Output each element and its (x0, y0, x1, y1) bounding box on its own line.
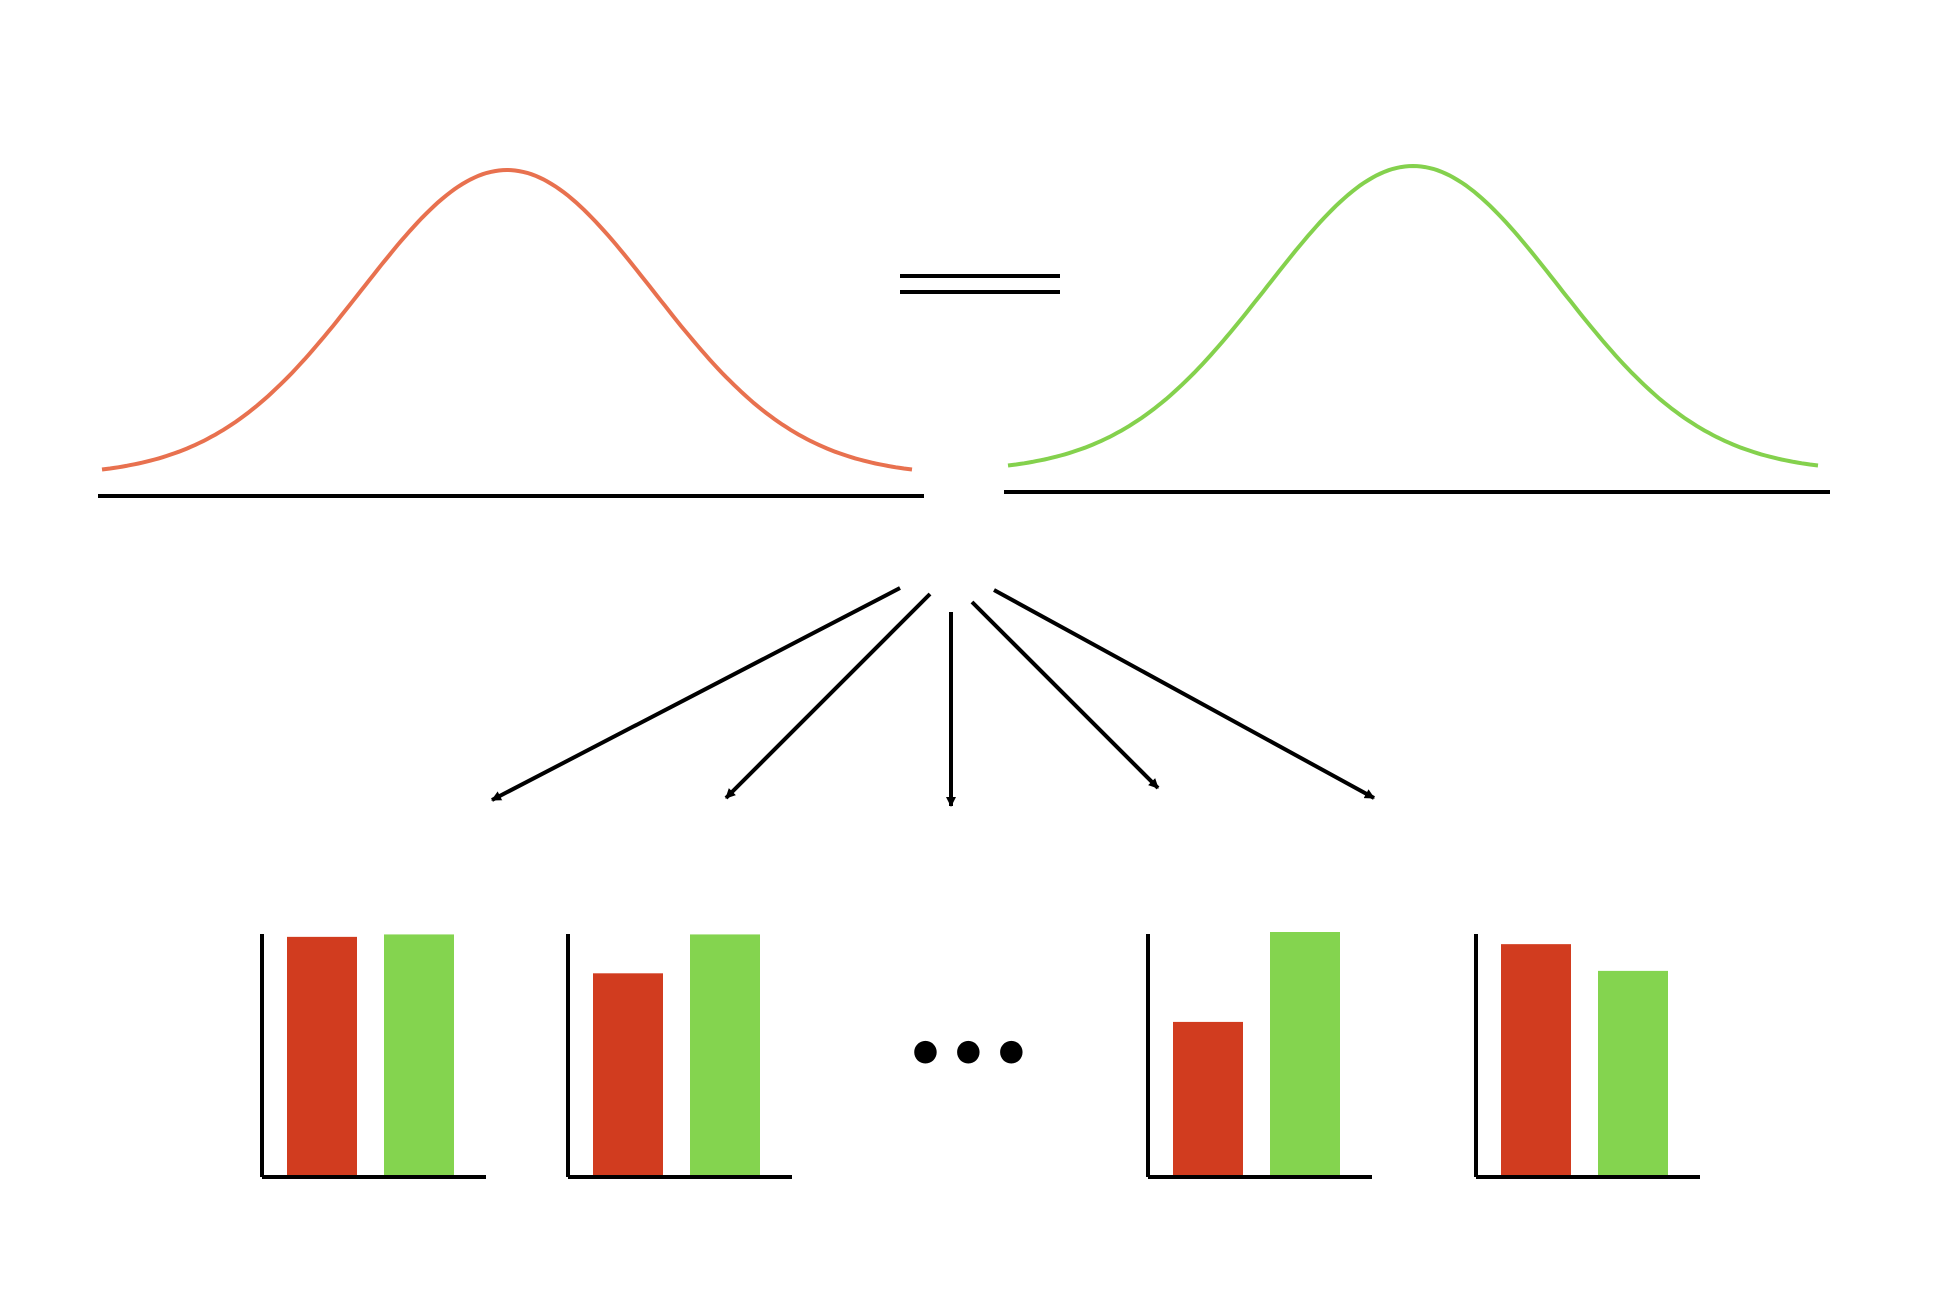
sample-bar-chart-4 (1474, 934, 1700, 1179)
bar-red (593, 973, 663, 1175)
bar-green (690, 934, 760, 1175)
sample-bar-chart-2 (566, 934, 792, 1179)
arrow-2 (724, 592, 932, 800)
bar-green (1270, 932, 1340, 1175)
sample-bar-chart-1 (260, 934, 486, 1179)
ellipsis: ••• (905, 1018, 1034, 1092)
arrow-1 (491, 586, 901, 802)
bar-green (1598, 970, 1668, 1175)
bar-red (287, 936, 357, 1175)
arrow-5 (993, 588, 1375, 800)
arrow-4 (970, 600, 1160, 790)
sample-bar-chart-3 (1146, 932, 1372, 1179)
bar-red (1173, 1021, 1243, 1175)
bar-green (384, 934, 454, 1175)
right-distribution-curve (1007, 163, 1819, 468)
equals-sign (900, 274, 1060, 294)
sampling-arrows (491, 586, 1375, 807)
sample-bar-charts (260, 932, 1700, 1179)
bar-red (1501, 944, 1571, 1175)
left-distribution-curve (101, 167, 913, 472)
